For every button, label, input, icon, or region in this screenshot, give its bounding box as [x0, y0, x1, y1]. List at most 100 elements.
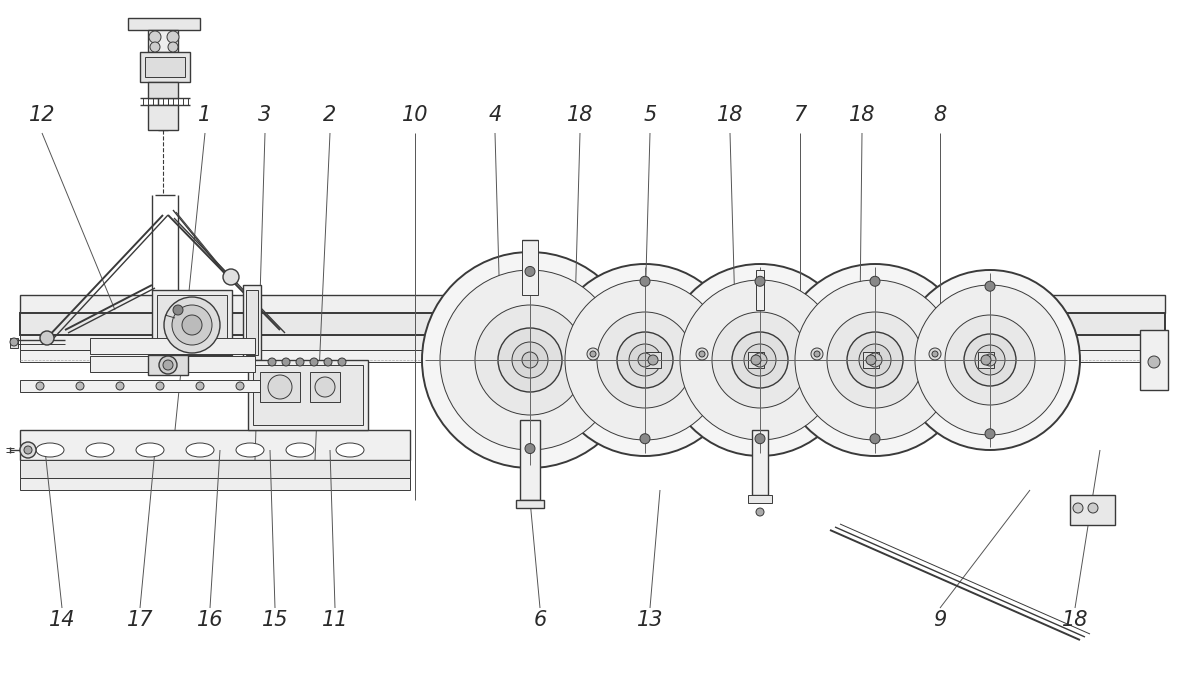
Circle shape [36, 382, 44, 390]
Circle shape [172, 305, 212, 345]
Bar [20, 313, 1165, 335]
Circle shape [914, 285, 1064, 435]
Bar [776, 348, 858, 360]
Circle shape [698, 351, 704, 357]
Bar [20, 380, 260, 392]
Text: 5: 5 [643, 105, 656, 125]
Bar [547, 348, 640, 360]
Bar [148, 82, 178, 98]
Bar [1070, 495, 1115, 525]
Bar [244, 285, 262, 360]
Circle shape [827, 312, 923, 408]
Bar [152, 290, 232, 355]
Circle shape [475, 305, 584, 415]
Circle shape [932, 351, 938, 357]
Bar [90, 338, 256, 354]
Ellipse shape [336, 443, 364, 457]
Circle shape [296, 358, 304, 366]
Text: 7: 7 [793, 105, 806, 125]
Bar [748, 495, 772, 503]
Text: 6: 6 [533, 610, 547, 630]
Circle shape [310, 358, 318, 366]
Circle shape [596, 312, 692, 408]
Bar [20, 295, 1165, 313]
Ellipse shape [36, 443, 64, 457]
Circle shape [870, 433, 880, 444]
Bar [260, 372, 300, 402]
Bar [1140, 330, 1168, 390]
Circle shape [182, 315, 202, 335]
Circle shape [985, 281, 995, 291]
Bar [520, 420, 540, 500]
Bar [20, 478, 410, 490]
Text: 16: 16 [197, 610, 223, 630]
Circle shape [156, 382, 164, 390]
Circle shape [565, 280, 725, 440]
Circle shape [20, 442, 36, 458]
Bar [248, 360, 368, 430]
Circle shape [640, 433, 650, 444]
Circle shape [984, 354, 996, 366]
Circle shape [150, 42, 160, 52]
Circle shape [696, 348, 708, 360]
Text: 18: 18 [566, 105, 593, 125]
Bar [20, 430, 410, 460]
Circle shape [964, 334, 1016, 386]
Circle shape [929, 348, 941, 360]
Bar [140, 52, 190, 82]
Bar [752, 430, 768, 495]
Text: 15: 15 [262, 610, 288, 630]
Circle shape [268, 358, 276, 366]
Bar [253, 365, 364, 425]
Text: 10: 10 [402, 105, 428, 125]
Circle shape [866, 355, 876, 365]
Circle shape [24, 446, 32, 454]
Bar [646, 352, 661, 368]
Text: 13: 13 [637, 610, 664, 630]
Circle shape [755, 277, 766, 286]
Bar [978, 352, 994, 368]
Circle shape [974, 345, 1004, 375]
Bar [10, 338, 18, 348]
Circle shape [1148, 356, 1160, 368]
Circle shape [617, 332, 673, 388]
Circle shape [314, 377, 335, 397]
Circle shape [76, 382, 84, 390]
Bar [128, 18, 200, 30]
Text: 18: 18 [716, 105, 743, 125]
Circle shape [811, 348, 823, 360]
Circle shape [522, 352, 538, 368]
Circle shape [163, 360, 173, 370]
Circle shape [173, 305, 184, 315]
Circle shape [1088, 503, 1098, 513]
Text: 9: 9 [934, 610, 947, 630]
Text: 14: 14 [49, 610, 76, 630]
Circle shape [164, 297, 220, 353]
Circle shape [870, 277, 880, 286]
Circle shape [524, 444, 535, 453]
Bar [246, 290, 258, 355]
Circle shape [794, 280, 955, 440]
Circle shape [236, 382, 244, 390]
Circle shape [755, 433, 766, 444]
Circle shape [10, 338, 18, 346]
Text: 3: 3 [258, 105, 271, 125]
Circle shape [985, 429, 995, 439]
Bar [20, 335, 1165, 350]
Circle shape [149, 31, 161, 43]
Circle shape [324, 358, 332, 366]
Ellipse shape [136, 443, 164, 457]
Circle shape [524, 266, 535, 277]
Circle shape [868, 353, 882, 367]
Circle shape [168, 42, 178, 52]
Circle shape [732, 332, 788, 388]
Circle shape [116, 382, 124, 390]
Circle shape [638, 353, 652, 367]
Text: 8: 8 [934, 105, 947, 125]
Circle shape [167, 31, 179, 43]
Bar [148, 105, 178, 130]
Circle shape [160, 356, 178, 374]
Text: 4: 4 [488, 105, 502, 125]
Circle shape [282, 358, 290, 366]
Bar [863, 352, 878, 368]
